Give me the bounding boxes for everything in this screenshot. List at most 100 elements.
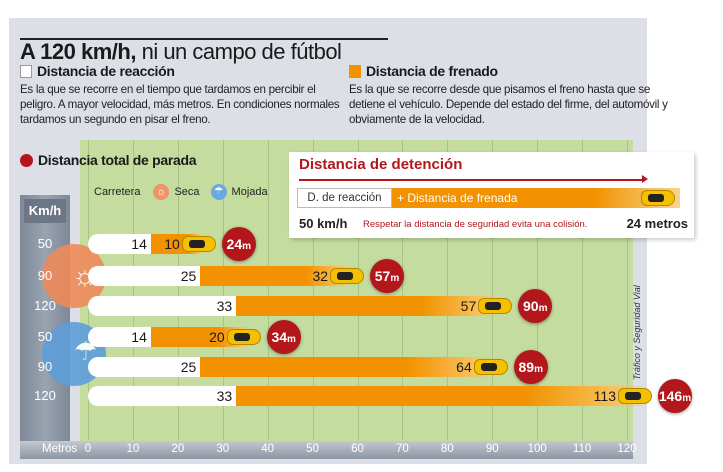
detention-title: Distancia de detención (299, 156, 463, 173)
braking-value: 113 (593, 388, 616, 404)
braking-value: 10 (164, 236, 180, 252)
total-unit: m (242, 241, 252, 252)
credit: Tráfico y Seguridad Vial (632, 285, 642, 380)
reaction-value: 33 (216, 388, 233, 404)
gridline (312, 140, 314, 440)
speed-label: 120 (34, 298, 56, 313)
car-icon (181, 236, 216, 252)
total-badge: 57m (370, 259, 405, 293)
gridline (177, 140, 179, 440)
total-value: 146 (658, 388, 683, 404)
braking-value: 32 (312, 268, 329, 284)
speed-column (20, 195, 70, 445)
umbrella-icon: ☂ (210, 184, 227, 200)
total-badge: 146m (658, 379, 692, 413)
legend-total-label: Distancia total de parada (38, 152, 197, 168)
x-axis-label: Metros (42, 443, 78, 455)
detention-box: Distancia de detención D. de reacción + … (289, 152, 694, 238)
x-tick: 50 (306, 443, 319, 455)
detention-speed: 50 km/h (299, 216, 348, 231)
reaction-bar (88, 296, 237, 316)
car-icon (618, 388, 652, 404)
gridline (627, 140, 628, 440)
reaction-bar (88, 234, 151, 254)
title-bold: A 120 km/h, (20, 39, 136, 64)
reaction-bar (88, 386, 237, 406)
detention-distance: 24 metros (626, 216, 688, 231)
total-value: 24 (226, 236, 243, 252)
car-icon (473, 359, 508, 375)
total-unit: m (682, 393, 692, 404)
reaction-value: 14 (131, 329, 147, 345)
x-tick: 40 (261, 443, 275, 455)
gridline (447, 140, 449, 440)
reaction-swatch (20, 64, 32, 78)
gridline (357, 140, 359, 440)
total-unit: m (287, 334, 296, 345)
x-tick: 110 (572, 443, 592, 455)
reaction-value: 33 (216, 298, 233, 314)
total-badge: 34m (266, 320, 301, 354)
reaction-desc: Es la que se recorre en el tiempo que ta… (20, 83, 340, 126)
braking-bar (200, 357, 496, 377)
braking-value: 64 (456, 359, 472, 375)
reaction-value: 25 (180, 359, 197, 375)
speed-label: 50 (37, 329, 53, 344)
arrow-head-icon (642, 175, 648, 183)
detention-note: Respetar la distancia de seguridad evita… (363, 219, 588, 230)
x-tick: 100 (527, 443, 547, 455)
legend-reaction: Distancia de reacción (20, 63, 175, 79)
car-icon (226, 329, 261, 345)
car-icon (641, 190, 675, 206)
x-tick: 10 (126, 443, 140, 455)
dry-label: Seca (174, 186, 200, 198)
total-badge: 24m (221, 227, 256, 261)
road-label: Carretera (94, 186, 141, 198)
total-unit: m (538, 303, 548, 314)
total-value: 89 (518, 359, 535, 375)
gridline (222, 140, 224, 440)
legend-total: Distancia total de parada (20, 152, 197, 168)
speed-label: 90 (37, 359, 53, 374)
braking-value: 57 (460, 298, 477, 314)
x-tick: 20 (171, 443, 185, 455)
reaction-bar (88, 357, 201, 377)
reaction-value: 25 (180, 268, 197, 284)
x-tick: 0 (84, 443, 92, 455)
x-tick: 80 (440, 443, 454, 455)
total-unit: m (534, 364, 543, 375)
reaction-value: 14 (131, 236, 147, 252)
road-legend: Carretera ☼ Seca ☂ Mojada (94, 184, 268, 200)
speed-label: 120 (34, 388, 56, 403)
title-rule (20, 38, 388, 40)
gridline (132, 140, 134, 440)
braking-bar (236, 386, 648, 406)
gridline (402, 140, 404, 440)
total-value: 34 (271, 329, 288, 345)
gridline (267, 140, 269, 440)
page-title: A 120 km/h, ni un campo de fútbol (20, 39, 342, 65)
braking-value: 20 (209, 329, 225, 345)
speed-header: Km/h (24, 199, 66, 223)
gridline (582, 140, 584, 440)
x-tick: 70 (396, 443, 409, 455)
braking-swatch (349, 64, 361, 78)
title-rest: ni un campo de fútbol (135, 39, 342, 64)
x-tick: 120 (617, 443, 637, 455)
x-tick: 30 (216, 443, 230, 455)
speed-label: 50 (37, 236, 53, 251)
legend-braking-label: Distancia de frenado (366, 63, 498, 79)
total-badge: 89m (513, 350, 548, 384)
total-unit: m (390, 273, 400, 284)
car-icon (478, 298, 513, 314)
legend-reaction-label: Distancia de reacción (37, 63, 175, 79)
total-badge: 90m (518, 289, 553, 323)
gridline (492, 140, 494, 440)
detention-arrow (299, 179, 644, 181)
detention-reaction: D. de reacción (297, 188, 392, 208)
reaction-bar (88, 266, 201, 286)
x-tick: 90 (485, 443, 499, 455)
legend-braking: Distancia de frenado (349, 63, 498, 79)
speed-label: 90 (37, 268, 53, 283)
x-tick: 60 (351, 443, 364, 455)
